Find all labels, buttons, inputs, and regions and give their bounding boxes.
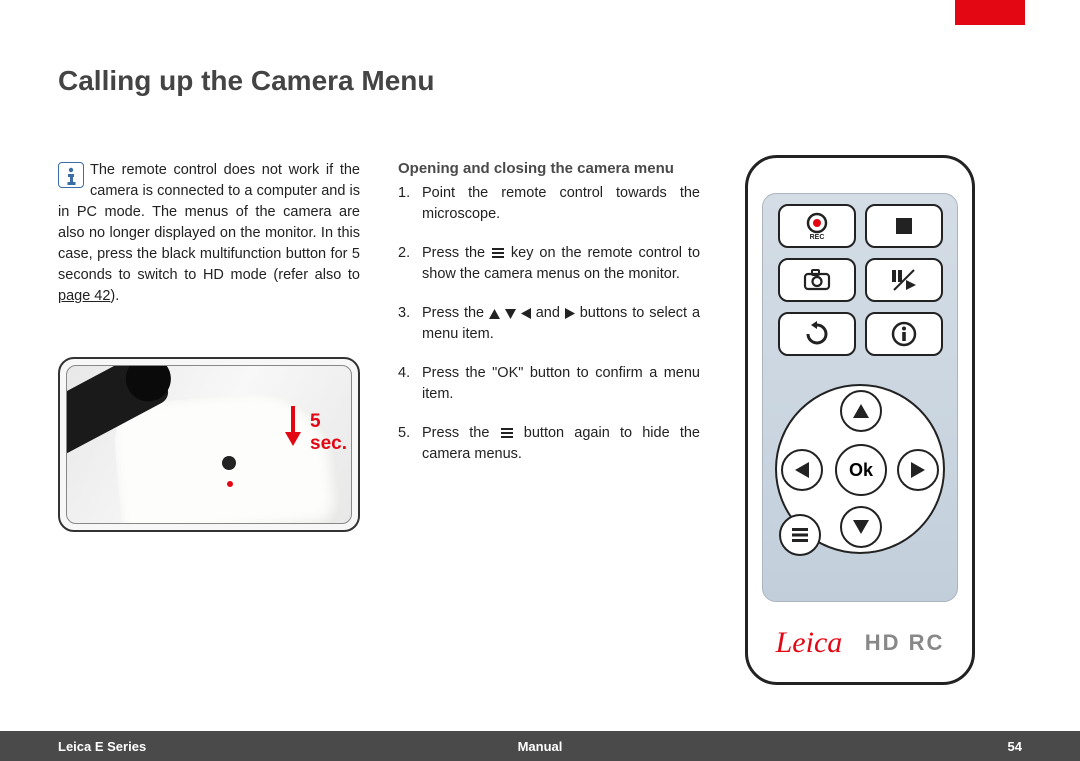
footer-doc-type: Manual: [0, 739, 1080, 754]
step-2: 2. Press the key on the remote control t…: [398, 243, 700, 285]
info-text-2: ).: [110, 288, 119, 304]
menu-button[interactable]: [779, 514, 821, 556]
dpad-left-button[interactable]: [781, 449, 823, 491]
down-arrow-icon: [505, 309, 516, 319]
dpad-down-button[interactable]: [840, 506, 882, 548]
instruction-steps: 1. Point the remote control towards the …: [398, 183, 700, 465]
rotate-button[interactable]: [778, 312, 856, 356]
dpad-up-button[interactable]: [840, 390, 882, 432]
instructions-column: Opening and closing the camera menu 1. P…: [398, 160, 700, 483]
camera-button[interactable]: [778, 258, 856, 302]
page-title: Calling up the Camera Menu: [58, 65, 435, 97]
svg-text:REC: REC: [809, 234, 824, 241]
info-button[interactable]: [865, 312, 943, 356]
info-column: The remote control does not work if the …: [58, 160, 360, 532]
instructions-heading: Opening and closing the camera menu: [398, 160, 700, 177]
remote-control-diagram: REC: [745, 155, 975, 685]
remote-brand: Leica HD RC: [748, 626, 972, 660]
page-footer: Leica E Series Manual 54: [0, 731, 1080, 761]
info-text-1: The remote control does not work if the …: [58, 162, 360, 283]
play-pause-button[interactable]: [865, 258, 943, 302]
step-3: 3. Press the and buttons to select a men…: [398, 303, 700, 345]
step-1: 1. Point the remote control towards the …: [398, 183, 700, 225]
duration-label: 5 sec.: [310, 411, 351, 455]
left-arrow-icon: [521, 308, 531, 319]
page-reference-link[interactable]: page 42: [58, 288, 110, 304]
menu-icon: [491, 247, 505, 259]
model-label: HD RC: [865, 630, 945, 656]
brand-red-tab: [955, 0, 1025, 25]
info-icon: [58, 162, 84, 188]
dpad-right-button[interactable]: [897, 449, 939, 491]
microscope-photo: 5 sec.: [58, 357, 360, 532]
stop-button[interactable]: [865, 204, 943, 248]
info-paragraph: The remote control does not work if the …: [58, 160, 360, 307]
up-arrow-icon: [489, 309, 500, 319]
press-arrow-icon: [282, 404, 304, 449]
step-5: 5. Press the button again to hide the ca…: [398, 423, 700, 465]
step-4: 4. Press the "OK" button to confirm a me…: [398, 363, 700, 405]
remote-face: REC: [762, 193, 958, 602]
footer-product: Leica E Series: [58, 739, 146, 754]
leica-logo: Leica: [776, 626, 843, 660]
menu-icon: [500, 427, 514, 439]
ok-button[interactable]: Ok: [835, 444, 887, 496]
rec-button[interactable]: REC: [778, 204, 856, 248]
right-arrow-icon: [565, 308, 575, 319]
footer-page-number: 54: [1008, 739, 1022, 754]
